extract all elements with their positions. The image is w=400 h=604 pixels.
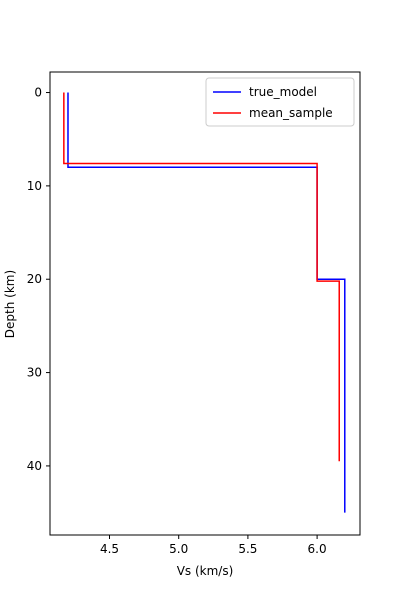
legend-label-mean-sample: mean_sample <box>249 106 333 120</box>
axes-frame <box>49 71 361 536</box>
y-axis-label: Depth (km) <box>3 270 17 338</box>
plot-area <box>49 71 361 536</box>
y-axis-ticks: 0 10 20 30 40 <box>27 86 50 473</box>
legend-label-true-model: true_model <box>249 85 317 99</box>
x-tick-label: 5.0 <box>169 542 188 556</box>
series-layer <box>63 92 346 513</box>
legend-box <box>205 77 355 127</box>
x-tick-label: 4.5 <box>100 542 119 556</box>
x-axis-ticks: 4.5 5.0 5.5 6.0 <box>100 535 327 556</box>
y-tick-label: 10 <box>27 179 42 193</box>
x-tick-label: 6.0 <box>308 542 327 556</box>
series-line-mean-sample <box>63 92 340 462</box>
x-axis-label: Vs (km/s) <box>177 564 234 578</box>
y-tick-label: 40 <box>27 459 42 473</box>
y-tick-label: 20 <box>27 272 42 286</box>
y-tick-label: 0 <box>34 86 42 100</box>
y-tick-label: 30 <box>27 366 42 380</box>
x-tick-label: 5.5 <box>238 542 257 556</box>
legend: true_model mean_sample <box>205 77 355 127</box>
